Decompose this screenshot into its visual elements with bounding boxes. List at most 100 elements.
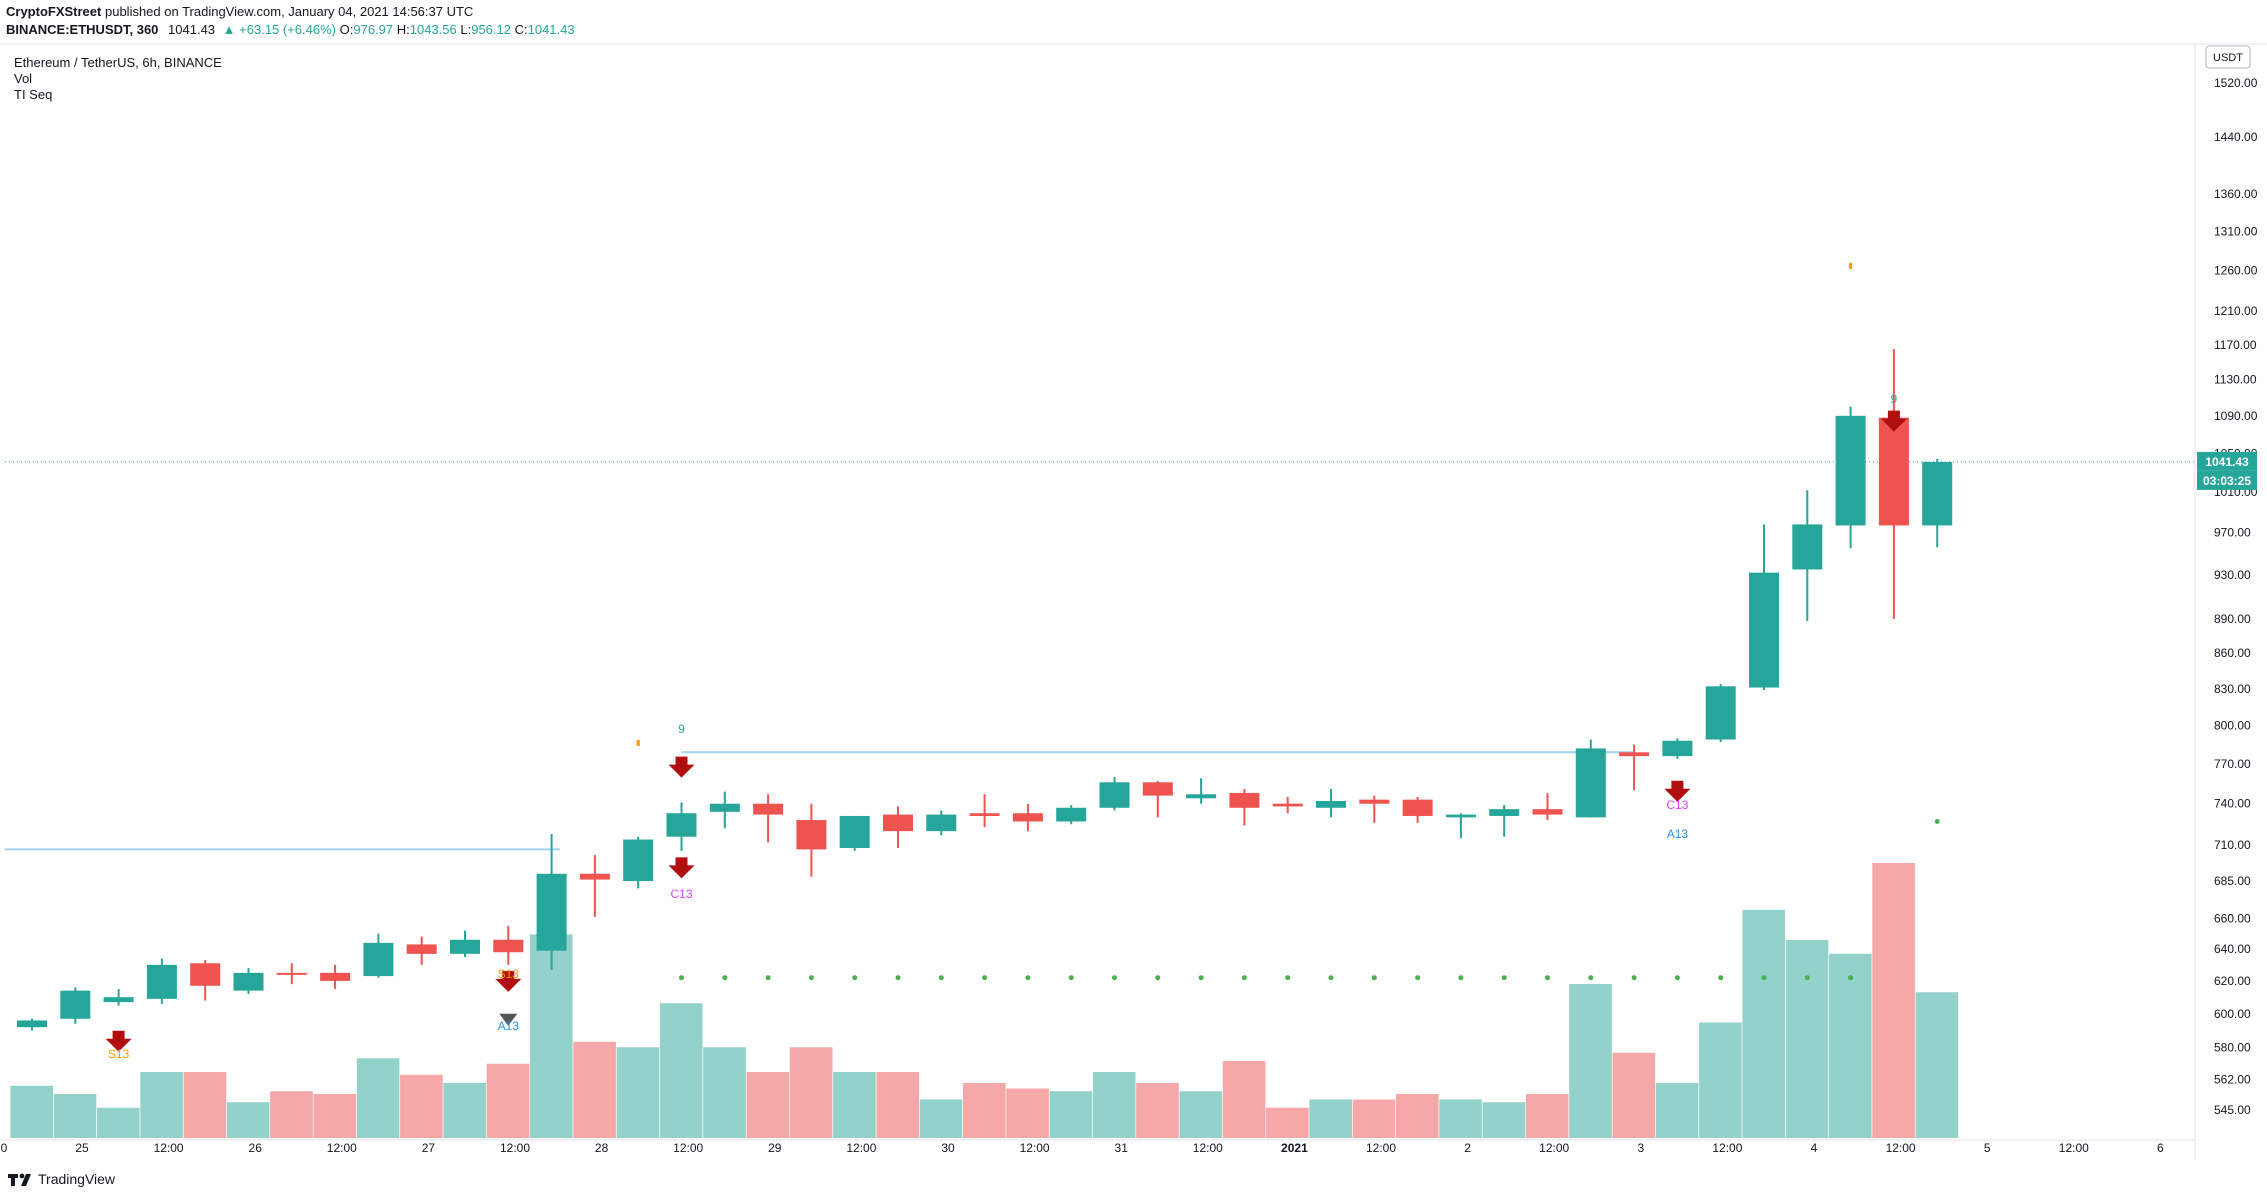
candle-body bbox=[1705, 686, 1736, 740]
sequential-dot bbox=[1068, 975, 1074, 981]
volume-bar bbox=[486, 1063, 530, 1138]
volume-bar bbox=[400, 1074, 443, 1138]
price-tick-label: 660.00 bbox=[2214, 911, 2251, 925]
candle-body bbox=[883, 814, 913, 832]
volume-bar bbox=[1569, 984, 1612, 1138]
sequential-dot bbox=[938, 975, 944, 981]
sequential-dot bbox=[1718, 975, 1724, 981]
candle-body bbox=[60, 990, 91, 1019]
sequential-dot bbox=[1588, 975, 1594, 981]
price-tick-label: 685.00 bbox=[2214, 874, 2251, 888]
candle-body bbox=[320, 972, 351, 981]
price-tick-label: 740.00 bbox=[2214, 797, 2251, 811]
volume-bar bbox=[270, 1091, 313, 1138]
price-tick-label: 1310.00 bbox=[2214, 225, 2258, 239]
volume-bar bbox=[1136, 1083, 1179, 1138]
time-tick-label: 0 bbox=[1, 1141, 8, 1155]
volume-bar bbox=[1092, 1072, 1136, 1138]
sequential-dot bbox=[808, 975, 814, 981]
sequential-label: C13 bbox=[670, 887, 692, 901]
sequential-dot bbox=[982, 975, 988, 981]
time-tick-label: 3 bbox=[1637, 1141, 1644, 1155]
time-tick-label: 25 bbox=[75, 1141, 89, 1155]
volume-bar bbox=[140, 1072, 183, 1138]
high-label: H: bbox=[396, 22, 410, 37]
volume-bar bbox=[97, 1107, 140, 1138]
volume-bar bbox=[1655, 1083, 1699, 1138]
low-value: 956.12 bbox=[471, 22, 511, 37]
sell-arrow-icon bbox=[105, 1030, 132, 1052]
publisher-name[interactable]: CryptoFXStreet bbox=[6, 4, 102, 19]
sequential-dot bbox=[1804, 975, 1810, 981]
volume-bar bbox=[746, 1072, 790, 1138]
time-tick-label: 31 bbox=[1115, 1141, 1129, 1155]
time-tick-label: 12:00 bbox=[500, 1141, 530, 1155]
candle-body bbox=[1575, 748, 1606, 818]
price-tick-label: 710.00 bbox=[2214, 838, 2251, 852]
price-tick-label: 562.00 bbox=[2214, 1072, 2251, 1086]
time-tick-label: 12:00 bbox=[2059, 1141, 2089, 1155]
sequential-dot bbox=[1241, 975, 1247, 981]
candle-body bbox=[1056, 807, 1087, 822]
volume-bar bbox=[1785, 940, 1829, 1138]
candle-body bbox=[926, 814, 957, 832]
time-tick-label: 12:00 bbox=[1020, 1141, 1050, 1155]
footer-brand[interactable]: TradingView bbox=[8, 1171, 115, 1187]
candle-body bbox=[406, 944, 437, 954]
sequential-label: 9 bbox=[678, 722, 685, 736]
candle-body bbox=[233, 972, 264, 991]
sequential-dot bbox=[1328, 975, 1334, 981]
candle-body bbox=[1922, 461, 1953, 526]
candle-body bbox=[1229, 792, 1260, 808]
volume-bar bbox=[10, 1085, 53, 1138]
open-label: O: bbox=[339, 22, 354, 37]
candle-body bbox=[1489, 809, 1520, 816]
countdown-badge-label: 03:03:25 bbox=[2203, 474, 2251, 488]
sequential-dot bbox=[1674, 975, 1680, 981]
candle-body bbox=[493, 939, 524, 953]
volume-bar bbox=[1049, 1091, 1093, 1138]
candle-body bbox=[1662, 740, 1693, 757]
candle-body bbox=[1012, 813, 1043, 822]
time-tick-label: 12:00 bbox=[154, 1141, 184, 1155]
sequential-label: S13 bbox=[108, 1047, 130, 1061]
candle-body bbox=[536, 873, 567, 951]
legend-indicator[interactable]: TI Seq bbox=[14, 87, 53, 102]
time-tick-label: 12:00 bbox=[1193, 1141, 1223, 1155]
price-tick-label: 770.00 bbox=[2214, 757, 2251, 771]
volume-bar bbox=[1439, 1099, 1482, 1138]
sequential-dot bbox=[1545, 975, 1550, 981]
price-tick-label: 1170.00 bbox=[2214, 338, 2257, 352]
sequential-dot bbox=[1198, 975, 1204, 981]
candle-body bbox=[276, 972, 307, 975]
candle-body bbox=[623, 839, 654, 882]
tradingview-logo-icon bbox=[8, 1172, 32, 1186]
legend-volume[interactable]: Vol bbox=[14, 71, 33, 86]
time-tick-label: 5 bbox=[1984, 1141, 1991, 1155]
time-tick-label: 12:00 bbox=[1366, 1141, 1396, 1155]
price-tick-label: 1260.00 bbox=[2214, 264, 2258, 278]
candle-body bbox=[839, 815, 870, 848]
sequential-dot bbox=[765, 975, 771, 981]
price-tick-label: 1090.00 bbox=[2214, 409, 2258, 423]
publish-info: CryptoFXStreet published on TradingView.… bbox=[6, 4, 473, 19]
legend-title[interactable]: Ethereum / TetherUS, 6h, BINANCE bbox=[14, 55, 222, 70]
sequential-dot bbox=[1415, 975, 1421, 981]
sequential-dot bbox=[1155, 975, 1161, 981]
close-label: C: bbox=[514, 22, 528, 37]
candle-body bbox=[666, 813, 697, 837]
sequential-dot bbox=[1501, 975, 1507, 981]
volume-bar bbox=[703, 1047, 746, 1138]
sequential-dot bbox=[1761, 975, 1767, 981]
time-tick-label: 4 bbox=[1811, 1141, 1818, 1155]
sequential-dot bbox=[1631, 975, 1637, 981]
currency-badge bbox=[2205, 45, 2251, 69]
sell-arrow-icon bbox=[1664, 780, 1691, 802]
candle-body bbox=[1272, 803, 1303, 807]
sell-arrow-icon bbox=[1880, 410, 1907, 432]
time-tick-label: 2021 bbox=[1281, 1141, 1308, 1155]
volume-bar bbox=[1872, 863, 1915, 1138]
time-tick-label: 12:00 bbox=[1712, 1141, 1742, 1155]
last-price-badge bbox=[2197, 451, 2257, 471]
